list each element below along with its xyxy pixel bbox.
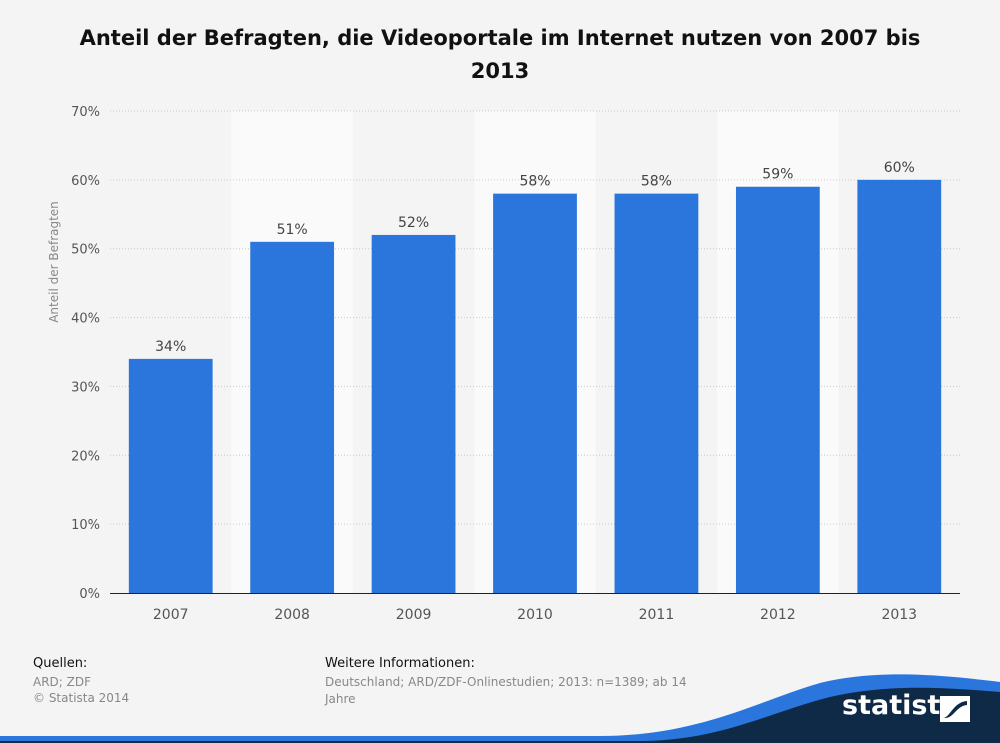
y-tick-label: 20% — [71, 449, 100, 464]
brand-logo-text[interactable]: statista — [842, 690, 959, 721]
y-tick-label: 30% — [71, 380, 100, 395]
data-label: 60% — [884, 160, 915, 176]
data-label: 59% — [762, 167, 793, 183]
data-label: 51% — [277, 222, 308, 238]
x-axis-ticks: 2007 2008 2009 2010 2011 2012 2013 — [153, 607, 917, 623]
bar[interactable] — [614, 193, 699, 593]
bar-chart: 34% 51% 52% 58% 58% 59% 60% 0% 10% 20% 30% 40% 50% 6… — [47, 105, 960, 623]
data-label: 52% — [398, 215, 429, 231]
bar[interactable] — [857, 179, 942, 593]
x-tick-label: 2011 — [639, 607, 675, 623]
copyright-line: © Statista 2014 — [33, 691, 130, 705]
sources-heading: Quellen: — [33, 656, 88, 671]
info-text: Deutschland; ARD/ZDF-Onlinestudien; 2013… — [325, 675, 687, 706]
info-heading: Weitere Informationen: — [325, 656, 475, 671]
bar[interactable] — [250, 241, 335, 594]
data-label: 34% — [155, 339, 186, 355]
data-label: 58% — [519, 174, 550, 190]
data-labels: 34% 51% 52% 58% 58% 59% 60% — [155, 160, 915, 355]
bar[interactable] — [128, 358, 213, 593]
bars — [128, 179, 942, 594]
y-axis-ticks: 0% 10% 20% 30% 40% 50% 60% 70% — [71, 105, 100, 602]
x-tick-label: 2008 — [274, 607, 310, 623]
x-tick-label: 2013 — [881, 607, 917, 623]
y-tick-label: 40% — [71, 312, 100, 327]
bar[interactable] — [493, 193, 577, 593]
x-tick-label: 2007 — [153, 607, 189, 623]
y-tick-label: 10% — [71, 518, 100, 533]
x-tick-label: 2010 — [517, 607, 553, 623]
sources-line: ARD; ZDF — [33, 675, 92, 689]
y-tick-label: 60% — [71, 174, 100, 189]
chart-title: Anteil der Befragten, die Videoportale i… — [79, 26, 921, 83]
statista-logo-icon — [940, 696, 970, 722]
bar[interactable] — [735, 186, 820, 593]
y-axis-label: Anteil der Befragten — [47, 201, 61, 323]
x-tick-label: 2012 — [760, 607, 796, 623]
x-tick-label: 2009 — [396, 607, 432, 623]
y-tick-label: 70% — [71, 105, 100, 120]
data-label: 58% — [641, 174, 672, 190]
y-tick-label: 50% — [71, 243, 100, 258]
y-tick-label: 0% — [79, 587, 100, 602]
bar[interactable] — [371, 234, 456, 593]
